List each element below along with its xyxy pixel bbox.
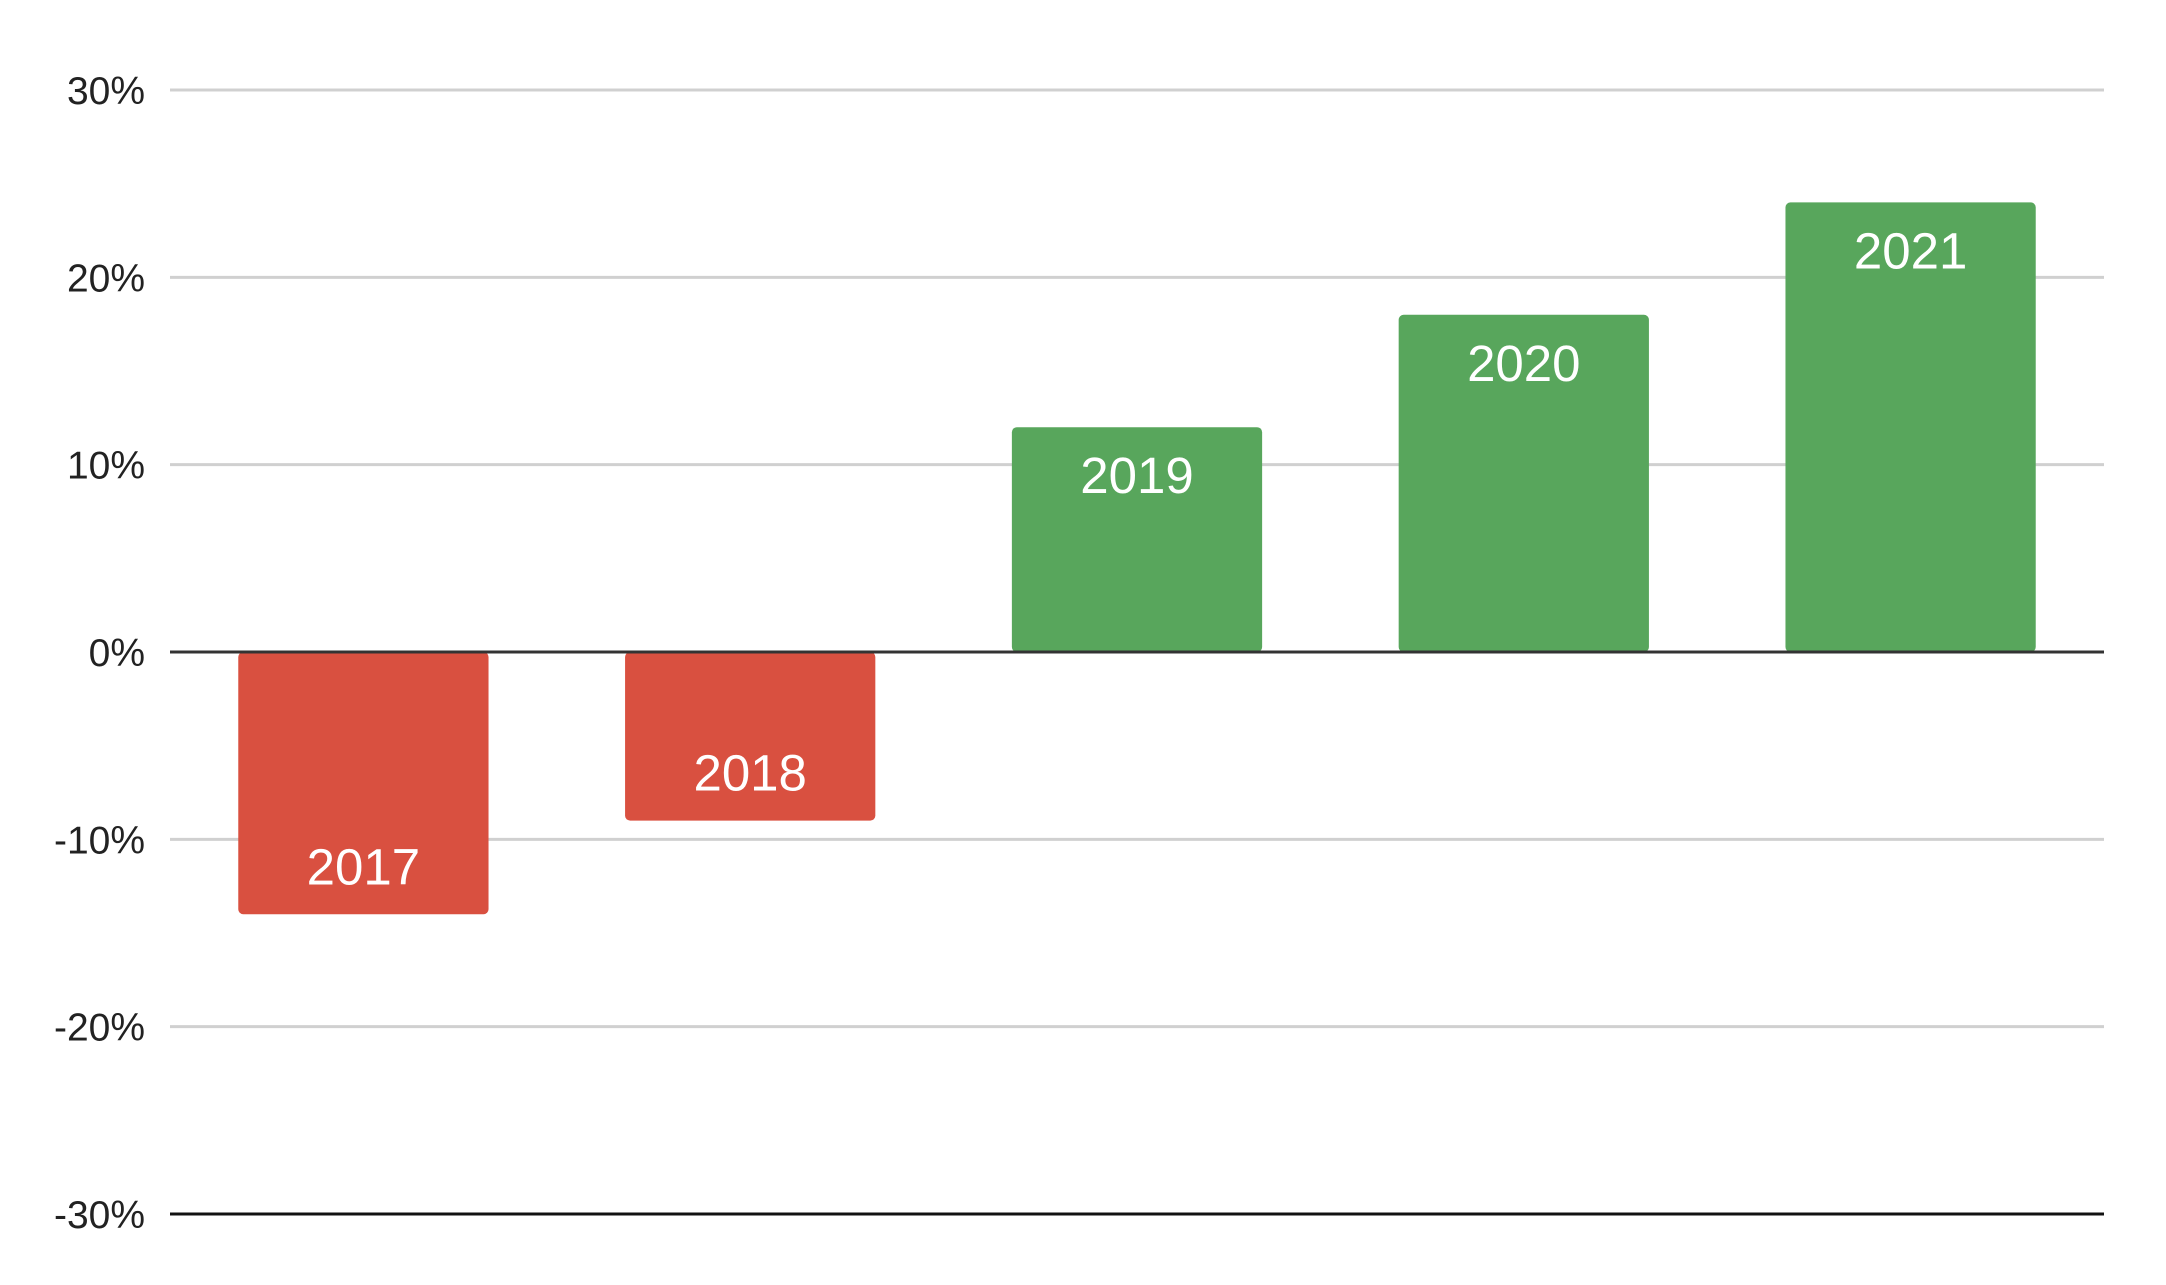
y-tick-label: -20% <box>54 1007 145 1050</box>
bar-label-2020: 2020 <box>1467 335 1580 392</box>
y-tick-label: -30% <box>54 1194 145 1237</box>
y-tick-label: 10% <box>67 445 145 488</box>
bar-label-2019: 2019 <box>1080 447 1193 504</box>
bar-2021 <box>1785 202 2036 652</box>
bar-label-2017: 2017 <box>307 838 420 895</box>
y-tick-label: 30% <box>67 70 145 113</box>
bars <box>238 202 2036 915</box>
bar-label-2018: 2018 <box>693 745 806 802</box>
bar-2018 <box>625 652 876 821</box>
y-axis-ticks: 30% 20% 10% 0% -10% -20% -30% <box>54 70 145 1237</box>
bar-2020 <box>1398 314 1649 652</box>
y-tick-label: 0% <box>89 632 145 675</box>
y-tick-label: -10% <box>54 819 145 862</box>
axes <box>170 650 2104 1216</box>
bar-label-2021: 2021 <box>1854 222 1967 279</box>
y-tick-label: 20% <box>67 257 145 300</box>
bar-labels: 2017 2018 2019 2020 2021 <box>307 222 1968 895</box>
bar-2019 <box>1011 427 1263 652</box>
bar-2017 <box>238 652 489 915</box>
